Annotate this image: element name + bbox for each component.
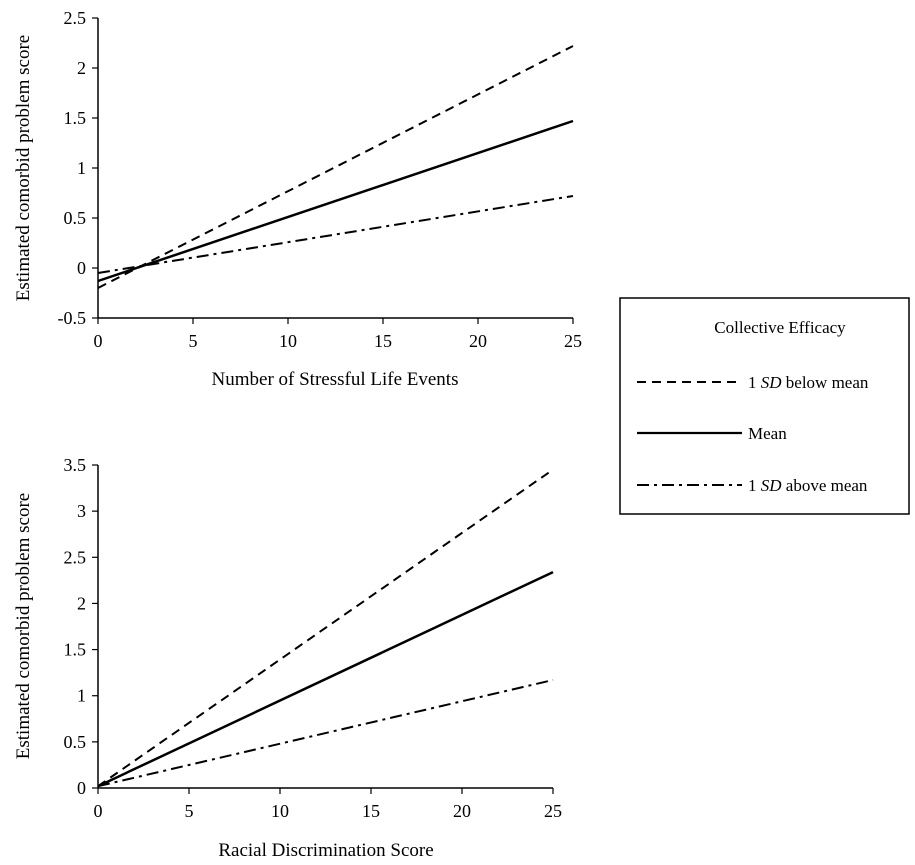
y-tick-label: 0 (77, 778, 86, 798)
series-line-mean (97, 119, 574, 283)
legend-box (619, 297, 910, 515)
x-tick-label: 0 (94, 801, 103, 821)
series-line-mean (97, 570, 554, 788)
x-tick-label: 20 (469, 331, 487, 351)
racial-discrimination-chart: 0 5 10 15 20 25 0 0.5 1 1.5 2 2.5 3 3.5 Racial Discri… (13, 455, 562, 861)
tick-group: 0 5 10 15 20 25 0 0.5 1 1.5 2 2.5 3 3.5 (64, 455, 563, 821)
y-tick-label: 1.5 (64, 640, 87, 660)
legend-label-above-suffix: above mean (782, 476, 868, 495)
legend-label-above: 1 SD above mean (748, 476, 868, 495)
y-tick-label: 3 (77, 501, 86, 521)
x-tick-label: 5 (189, 331, 198, 351)
y-tick-label: 2.5 (64, 547, 87, 567)
x-tick-label: 15 (374, 331, 392, 351)
x-tick-label: 0 (94, 331, 103, 351)
x-tick-label: 10 (279, 331, 297, 351)
series-group (97, 468, 554, 788)
y-tick-label: -0.5 (58, 308, 87, 328)
legend-label-above-sd: SD (761, 476, 783, 495)
y-tick-label: 2 (77, 58, 86, 78)
stressful-events-chart: 0 5 10 15 20 25 -0.5 0 0.5 1 1.5 2 2.5 Number of Str… (13, 8, 582, 390)
series-group (97, 45, 574, 289)
x-axis-title: Number of Stressful Life Events (212, 369, 459, 390)
y-tick-label: 0.5 (64, 732, 87, 752)
tick-group: 0 5 10 15 20 25 -0.5 0 0.5 1 1.5 2 2.5 (58, 8, 583, 351)
legend-label-below-suffix: below mean (782, 373, 869, 392)
y-tick-label: 1.5 (64, 108, 87, 128)
series-line-below (97, 468, 554, 788)
x-tick-label: 10 (271, 801, 289, 821)
series-line-above (97, 679, 554, 788)
legend-title: Collective Efficacy (714, 318, 846, 337)
y-tick-label: 2.5 (64, 8, 87, 28)
y-axis-title: Estimated comorbid problem score (13, 493, 34, 759)
x-tick-label: 15 (362, 801, 380, 821)
y-tick-label: 0.5 (64, 208, 87, 228)
y-tick-label: 3.5 (64, 455, 87, 475)
x-tick-label: 20 (453, 801, 471, 821)
legend-label-below: 1 SD below mean (748, 373, 869, 392)
y-axis-title: Estimated comorbid problem score (13, 35, 34, 301)
y-tick-label: 0 (77, 258, 86, 278)
legend-label-above-prefix: 1 (748, 476, 761, 495)
x-axis-title: Racial Discrimination Score (218, 840, 433, 861)
x-tick-label: 25 (544, 801, 562, 821)
legend-label-mean: Mean (748, 424, 787, 443)
y-tick-label: 2 (77, 593, 86, 613)
x-tick-label: 25 (564, 331, 582, 351)
x-tick-label: 5 (185, 801, 194, 821)
legend-label-below-sd: SD (761, 373, 783, 392)
series-line-below (97, 45, 574, 289)
legend-label-below-prefix: 1 (748, 373, 761, 392)
y-tick-label: 1 (77, 158, 86, 178)
series-line-above (97, 195, 574, 274)
legend: Collective Efficacy 1 SD below mean Mean… (619, 297, 910, 515)
y-tick-label: 1 (77, 686, 86, 706)
